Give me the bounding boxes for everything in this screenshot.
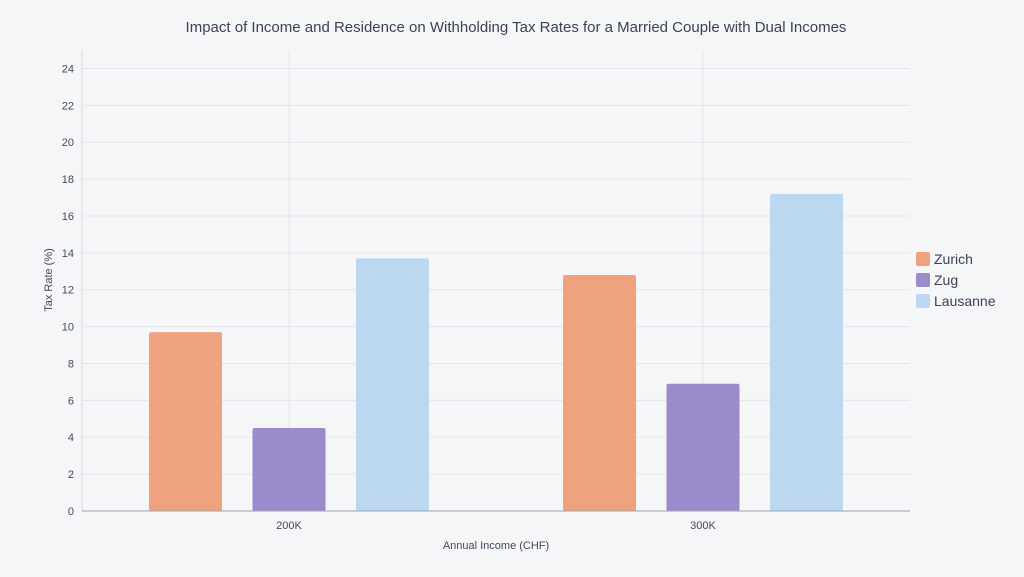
legend-item-lausanne: Lausanne <box>916 293 996 309</box>
y-tick-label: 0 <box>68 506 74 518</box>
y-tick-label: 20 <box>62 137 74 149</box>
bar-zug-300k <box>666 383 740 511</box>
legend-label: Zurich <box>934 251 973 267</box>
y-tick-label: 8 <box>68 358 74 370</box>
legend-swatch <box>916 273 930 287</box>
legend-label: Lausanne <box>934 293 996 309</box>
bar-lausanne-200k <box>356 258 429 511</box>
legend-item-zurich: Zurich <box>916 251 973 267</box>
y-tick-label: 12 <box>62 285 74 297</box>
legend-label: Zug <box>934 272 958 288</box>
legend-item-zug: Zug <box>916 272 958 288</box>
bar-zug-200k <box>252 428 326 511</box>
chart-title: Impact of Income and Residence on Withho… <box>186 19 847 36</box>
bar-zurich-200k <box>149 332 222 511</box>
y-tick-label: 10 <box>62 322 74 334</box>
y-tick-label: 4 <box>68 432 74 444</box>
y-tick-label: 14 <box>62 248 74 260</box>
y-tick-label: 18 <box>62 174 74 186</box>
x-tick-label: 300K <box>690 520 716 532</box>
x-axis-label: Annual Income (CHF) <box>443 540 549 552</box>
y-tick-label: 16 <box>62 211 74 223</box>
bar-zurich-300k <box>563 274 636 511</box>
bars <box>149 193 843 511</box>
x-tick-label: 200K <box>276 520 302 532</box>
y-tick-label: 2 <box>68 469 74 481</box>
y-tick-label: 22 <box>62 100 74 112</box>
legend-swatch <box>916 252 930 266</box>
legend-swatch <box>916 294 930 308</box>
legend: Zurich Zug Lausanne <box>916 251 996 309</box>
y-tick-label: 6 <box>68 395 74 407</box>
y-tick-label: 24 <box>62 63 74 75</box>
bar-lausanne-300k <box>770 193 843 511</box>
y-axis-label: Tax Rate (%) <box>43 248 55 312</box>
